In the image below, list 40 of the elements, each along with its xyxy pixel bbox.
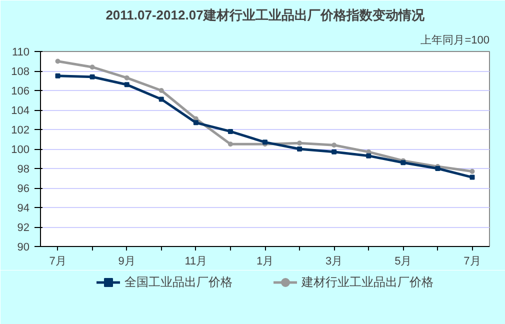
point <box>124 82 130 88</box>
y-tick-label: 102 <box>11 124 30 136</box>
point <box>366 153 372 158</box>
y-tick-label: 94 <box>17 202 30 214</box>
y-tick-label: 92 <box>17 222 30 234</box>
point <box>124 75 130 80</box>
point <box>228 142 233 147</box>
chart-title: 2011.07-2012.07建材行业工业品出厂价格指数变动情况 <box>106 8 426 22</box>
point <box>158 88 164 93</box>
point <box>297 140 302 146</box>
point <box>332 142 337 148</box>
chart-subtitle: 上年同月=100 <box>420 34 490 46</box>
x-tick-label: 7月 <box>464 256 481 268</box>
x-tick-label: 9月 <box>118 256 136 268</box>
y-tick-label: 90 <box>17 242 30 254</box>
point <box>55 58 60 64</box>
legend-label: 建材行业工业品出厂价格 <box>302 274 434 290</box>
point <box>228 128 233 134</box>
x-tick-label: 11月 <box>184 256 208 268</box>
point <box>158 96 164 102</box>
x-tick-label: 7月 <box>49 256 66 268</box>
x-tick-label: 3月 <box>326 256 343 268</box>
point <box>90 74 95 80</box>
point <box>193 120 198 126</box>
y-tick-label: 104 <box>11 105 30 117</box>
point <box>297 146 302 152</box>
x-tick-label: 1月 <box>256 256 274 268</box>
point <box>90 64 95 70</box>
point <box>470 174 475 180</box>
point <box>332 149 337 154</box>
y-tick-label: 106 <box>11 86 30 98</box>
y-tick-label: 96 <box>17 183 30 195</box>
point <box>55 73 60 78</box>
y-tick-label: 108 <box>11 66 30 78</box>
y-tick-label: 110 <box>12 46 30 58</box>
y-tick-label: 100 <box>11 144 30 156</box>
x-tick-label: 5月 <box>394 256 412 268</box>
y-tick-label: 98 <box>17 164 30 176</box>
legend-label: 全国工业品出厂价格 <box>124 274 232 290</box>
point <box>470 168 475 174</box>
